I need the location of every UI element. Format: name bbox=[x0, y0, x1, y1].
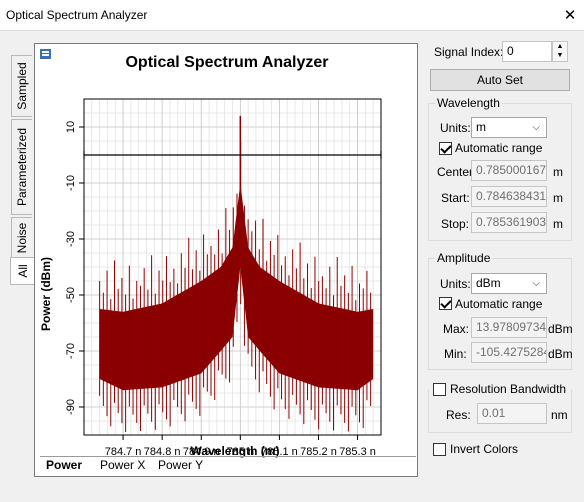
stop-unit: m bbox=[553, 217, 563, 231]
y-tick-label: -90 bbox=[65, 399, 77, 415]
wavelength-group-title: Wavelength bbox=[435, 96, 502, 110]
min-field[interactable]: -105.4275284 bbox=[471, 342, 547, 363]
x-tick-label: 784.8 n bbox=[144, 446, 181, 458]
close-button[interactable]: ✕ bbox=[563, 7, 577, 24]
wavelength-units-value: m bbox=[476, 120, 486, 134]
signal-index-spinner[interactable]: ▲ ▼ bbox=[552, 41, 568, 62]
amplitude-group-title: Amplitude bbox=[435, 251, 493, 265]
tab-noise[interactable]: Noise bbox=[11, 217, 32, 259]
chart-title: Optical Spectrum Analyzer bbox=[125, 54, 328, 71]
amplitude-units-value: dBm bbox=[476, 276, 501, 290]
res-label: Res: bbox=[446, 408, 471, 422]
x-tick-label: 785.1 n bbox=[261, 446, 298, 458]
x-tick-label: 785 n bbox=[227, 446, 255, 458]
amplitude-units-select[interactable]: dBm ⌵ bbox=[471, 273, 547, 294]
window-title: Optical Spectrum Analyzer bbox=[6, 8, 148, 22]
plot-border bbox=[83, 98, 382, 436]
wavelength-auto-range-checkbox[interactable] bbox=[439, 142, 452, 155]
x-tick-label: 785.3 n bbox=[339, 446, 376, 458]
client-area: Sampled Parameterized Noise All Optical … bbox=[0, 30, 584, 502]
wavelength-group: Wavelength bbox=[428, 96, 572, 241]
y-tick-label: -50 bbox=[65, 287, 77, 303]
tab-power-x[interactable]: Power X bbox=[100, 458, 146, 472]
tab-noise-label: Noise bbox=[15, 222, 29, 254]
stop-field[interactable]: 0.7853619031 bbox=[471, 212, 547, 233]
center-label: Center: bbox=[437, 165, 477, 179]
resolution-bandwidth-checkbox[interactable] bbox=[433, 383, 446, 396]
spin-down-icon[interactable]: ▼ bbox=[556, 52, 564, 59]
x-tick-label: 785.2 n bbox=[300, 446, 337, 458]
start-unit: m bbox=[553, 191, 563, 205]
center-field[interactable]: 0.7850001672 bbox=[471, 160, 547, 181]
start-field[interactable]: 0.7846384313 bbox=[471, 186, 547, 207]
wavelength-auto-range-label: Automatic range bbox=[455, 141, 543, 155]
center-unit: m bbox=[553, 165, 563, 179]
y-tick-label: -30 bbox=[65, 231, 77, 247]
spin-up-icon[interactable]: ▲ bbox=[556, 43, 564, 50]
x-tick-label: 784.9 n bbox=[183, 446, 220, 458]
spectrum-chart[interactable]: Optical Spectrum Analyzer 784.7 n 784.8 n… bbox=[35, 44, 417, 476]
resolution-bandwidth-label: Resolution Bandwidth bbox=[450, 382, 567, 396]
auto-set-button[interactable]: Auto Set bbox=[430, 69, 570, 91]
tab-parameterized[interactable]: Parameterized bbox=[11, 119, 32, 215]
tab-power[interactable]: Power bbox=[42, 457, 87, 473]
tab-power-y[interactable]: Power Y bbox=[158, 458, 204, 472]
stop-label: Stop: bbox=[441, 217, 470, 231]
chevron-down-icon: ⌵ bbox=[532, 278, 540, 289]
y-tick-label: -70 bbox=[65, 343, 77, 359]
spectrum-envelope bbox=[99, 183, 374, 391]
res-field[interactable]: 0.01 bbox=[477, 403, 547, 424]
min-unit: dBm bbox=[548, 347, 573, 361]
x-axis-label: Wavelength (m) bbox=[191, 444, 280, 458]
plot-toolbar-icon[interactable] bbox=[40, 49, 51, 59]
amplitude-auto-range-checkbox[interactable] bbox=[439, 297, 452, 310]
tab-sampled[interactable]: Sampled bbox=[11, 55, 32, 117]
res-unit: nm bbox=[551, 408, 568, 422]
tab-all-label: All bbox=[15, 264, 30, 278]
signal-index-input[interactable]: 0 bbox=[502, 41, 552, 62]
y-tick-label: 10 bbox=[65, 121, 77, 133]
max-unit: dBm bbox=[548, 322, 573, 336]
y-axis-label: Power (dBm) bbox=[39, 257, 53, 331]
tab-parameterized-label: Parameterized bbox=[15, 127, 29, 207]
y-tick-label: -10 bbox=[65, 175, 77, 191]
wavelength-units-select[interactable]: m ⌵ bbox=[471, 117, 547, 138]
max-field[interactable]: 13.978097346 bbox=[471, 317, 547, 338]
signal-index-label: Signal Index: bbox=[434, 45, 504, 59]
x-tick-label: 784.7 n bbox=[105, 446, 142, 458]
invert-colors-checkbox[interactable] bbox=[433, 443, 446, 456]
invert-colors-label: Invert Colors bbox=[450, 442, 519, 456]
title-bar: Optical Spectrum Analyzer ✕ bbox=[0, 0, 584, 30]
min-label: Min: bbox=[444, 347, 467, 361]
amplitude-units-label: Units: bbox=[440, 277, 471, 291]
tab-sampled-label: Sampled bbox=[15, 62, 29, 110]
plot-panel: Optical Spectrum Analyzer 784.7 n 784.8 n… bbox=[34, 43, 418, 477]
chevron-down-icon: ⌵ bbox=[532, 122, 540, 133]
plot-tabs: Power Power X Power Y bbox=[40, 456, 416, 475]
resolution-group bbox=[428, 389, 572, 433]
max-label: Max: bbox=[443, 322, 470, 336]
wavelength-units-label: Units: bbox=[440, 121, 471, 135]
tab-all[interactable]: All bbox=[10, 257, 34, 285]
amplitude-group: Amplitude bbox=[428, 251, 572, 370]
amplitude-auto-range-label: Automatic range bbox=[455, 297, 543, 311]
start-label: Start: bbox=[441, 191, 470, 205]
